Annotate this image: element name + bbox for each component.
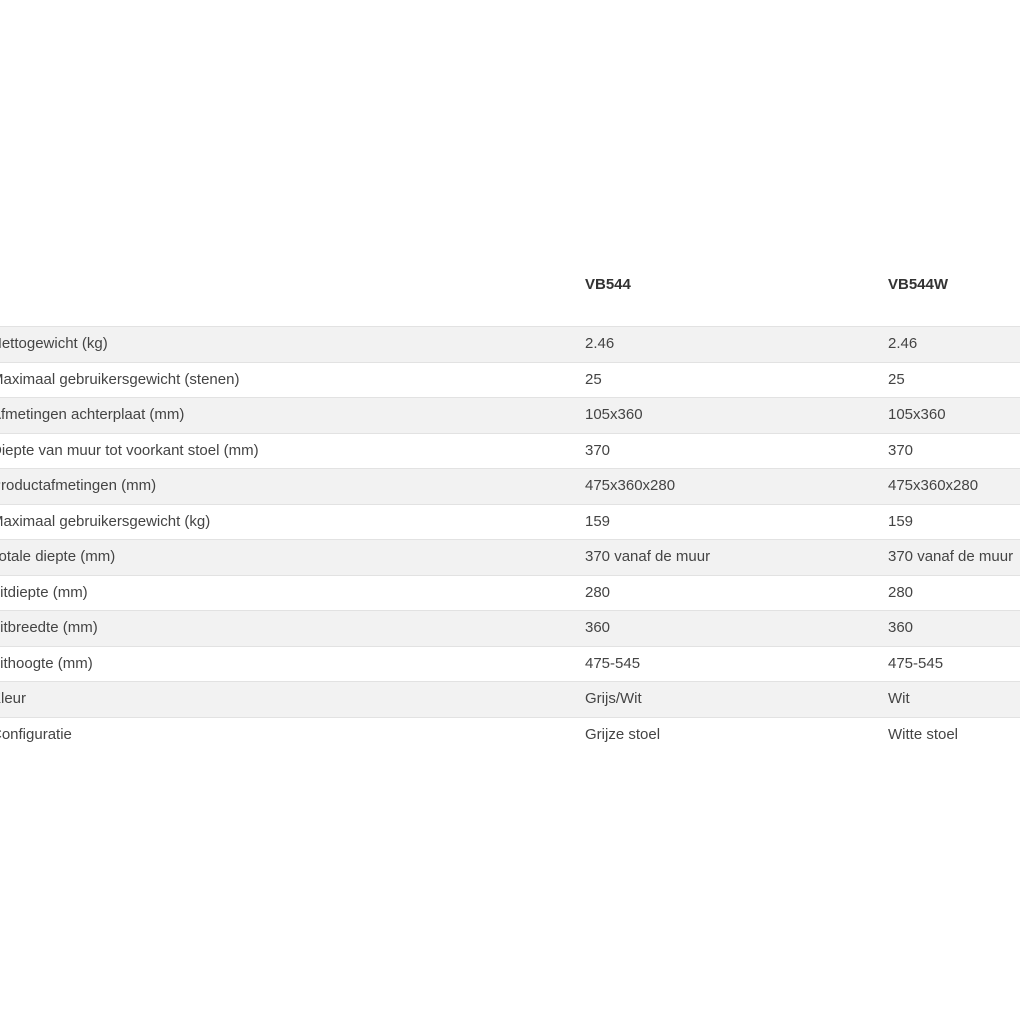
vb544-value: 370 vanaf de muur: [585, 548, 711, 565]
vb544w-value: Wit: [888, 690, 910, 707]
spec-label: Zitdiepte (mm): [0, 583, 88, 601]
vb544w-value: 280: [888, 583, 914, 601]
vb544w-value: 360: [888, 619, 914, 636]
vb544-value: 370: [585, 441, 611, 459]
table-row: Zitbreedte (mm) 360 360: [0, 610, 1020, 646]
vb544-value: 475-545: [585, 654, 641, 672]
vb544-value: Grijs/Wit: [585, 690, 642, 707]
table-row: Maximaal gebruikersgewicht (stenen) 25 25: [0, 361, 1020, 398]
spec-label: Maximaal gebruikersgewicht (stenen): [0, 370, 240, 388]
vb544-value: 360: [585, 619, 611, 636]
vb544-value: Grijze stoel: [585, 725, 661, 743]
vb544w-value: 105x360: [888, 406, 946, 423]
vb544-value: 159: [585, 512, 611, 530]
table-row: Totale diepte (mm) 370 vanaf de muur 370 v…: [0, 539, 1020, 575]
spec-label: Productafmetingen (mm): [0, 477, 157, 494]
spec-label: Maximaal gebruikersgewicht (kg): [0, 512, 211, 530]
table-row: Kleur Grijs/Wit Wit: [0, 681, 1020, 717]
vb544-value: 25: [585, 370, 602, 388]
table-row: Diepte van muur tot voorkant stoel (mm) 3…: [0, 432, 1020, 469]
vb544w-value: 25: [888, 370, 905, 388]
vb544-value: 475x360x280: [585, 477, 676, 494]
table-row: Maximaal gebruikersgewicht (kg) 159 159: [0, 503, 1020, 540]
spec-label: Totale diepte (mm): [0, 548, 116, 565]
spec-label: Zitbreedte (mm): [0, 619, 98, 636]
vb544-value: 2.46: [585, 335, 615, 352]
spec-label: Afmetingen achterplaat (mm): [0, 406, 185, 423]
table-header: VB544 VB544W: [0, 262, 1020, 326]
spec-label: Zithoogte (mm): [0, 654, 93, 672]
vb544w-value: 2.46: [888, 335, 918, 352]
vb544w-value: 370: [888, 441, 914, 459]
table-row: Productafmetingen (mm) 475x360x280 475x360…: [0, 468, 1020, 504]
column-header-vb544: VB544: [585, 276, 631, 293]
spec-label: Configuratie: [0, 725, 72, 743]
table-row: Zitdiepte (mm) 280 280: [0, 574, 1020, 611]
vb544w-value: 475-545: [888, 654, 944, 672]
table-row: Nettogewicht (kg) 2.46 2.46: [0, 326, 1020, 362]
column-header-vb544w: VB544W: [888, 276, 949, 293]
spec-label: Diepte van muur tot voorkant stoel (mm): [0, 441, 259, 459]
specifications-table: VB544 VB544W Nettogewicht (kg) 2.46 2.46 Ma…: [0, 262, 1020, 752]
vb544w-value: Witte stoel: [888, 725, 959, 743]
vb544w-value: 475x360x280: [888, 477, 979, 494]
table-row: Zithoogte (mm) 475-545 475-545: [0, 645, 1020, 682]
vb544-value: 280: [585, 583, 611, 601]
spec-label: Nettogewicht (kg): [0, 335, 108, 352]
table-row: Configuratie Grijze stoel Witte stoel: [0, 716, 1020, 753]
spec-label: Kleur: [0, 690, 27, 707]
table-row: Afmetingen achterplaat (mm) 105x360 105x36…: [0, 397, 1020, 433]
vb544-value: 105x360: [585, 406, 643, 423]
vb544w-value: 370 vanaf de muur: [888, 548, 1014, 565]
vb544w-value: 159: [888, 512, 914, 530]
